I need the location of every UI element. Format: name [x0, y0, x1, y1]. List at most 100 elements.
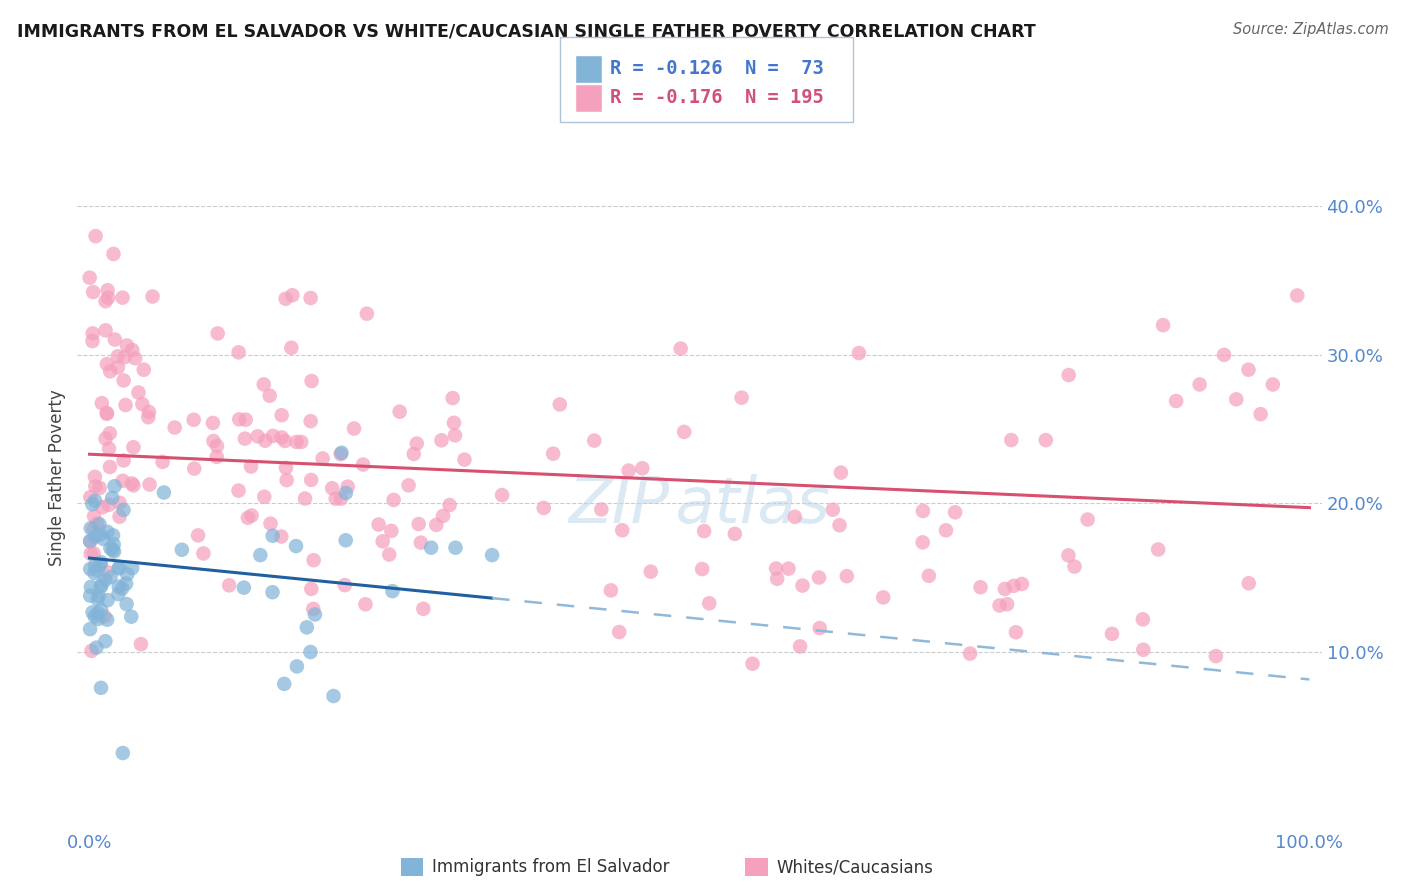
Point — [94, 294, 117, 309]
Y-axis label: Single Father Poverty: Single Father Poverty — [48, 389, 66, 566]
Point — [481, 548, 503, 562]
Point — [1000, 433, 1022, 447]
Point — [83, 546, 105, 560]
Point — [533, 500, 555, 515]
Point — [108, 509, 131, 524]
Point — [90, 681, 112, 695]
Point — [274, 460, 297, 475]
Point — [103, 247, 125, 261]
Point — [270, 529, 292, 543]
Point — [329, 447, 352, 461]
Point — [86, 516, 108, 531]
Point — [115, 338, 138, 352]
Text: ZIP atlas: ZIP atlas — [568, 475, 831, 536]
Point — [84, 530, 107, 544]
Point — [232, 581, 254, 595]
Point — [90, 578, 112, 592]
Point — [343, 421, 366, 435]
Point — [79, 534, 101, 549]
Point — [131, 397, 153, 411]
Point — [402, 447, 425, 461]
Point — [789, 640, 811, 654]
Point — [808, 621, 831, 635]
Point — [329, 491, 352, 506]
Point — [83, 522, 105, 536]
Point — [132, 362, 155, 376]
Point — [124, 351, 146, 366]
Point — [107, 580, 129, 594]
Point — [83, 470, 105, 484]
Point — [80, 521, 103, 535]
Point — [262, 585, 284, 599]
Point — [807, 570, 830, 584]
Point — [89, 517, 111, 532]
Point — [1225, 392, 1247, 407]
Point — [1035, 433, 1057, 447]
Point — [94, 432, 117, 446]
Point — [321, 481, 343, 495]
Point — [285, 434, 308, 449]
Point — [491, 488, 513, 502]
Point — [302, 553, 325, 567]
Point — [121, 476, 143, 491]
Point — [87, 589, 110, 603]
Point — [228, 345, 250, 359]
Point — [669, 342, 692, 356]
Point — [290, 434, 312, 449]
Point — [86, 640, 108, 655]
Point — [911, 535, 934, 549]
Point — [995, 597, 1018, 611]
Point — [828, 518, 851, 533]
Point — [443, 416, 465, 430]
Point — [285, 539, 308, 553]
Point — [87, 612, 110, 626]
Point — [115, 576, 138, 591]
Point — [988, 599, 1011, 613]
Text: Immigrants from El Salvador: Immigrants from El Salvador — [432, 858, 669, 876]
Point — [183, 413, 205, 427]
Point — [86, 592, 108, 607]
Point — [93, 609, 115, 624]
Point — [302, 602, 325, 616]
Point — [693, 524, 716, 538]
Point — [943, 505, 966, 519]
Point — [420, 541, 443, 555]
Text: R = -0.126  N =  73: R = -0.126 N = 73 — [610, 59, 824, 78]
Point — [270, 430, 292, 444]
Point — [1213, 348, 1236, 362]
Point — [299, 473, 322, 487]
Point — [120, 609, 142, 624]
Point — [1132, 642, 1154, 657]
Point — [367, 517, 389, 532]
Point — [218, 578, 240, 592]
Point — [697, 596, 720, 610]
Point — [97, 593, 120, 607]
Point — [94, 573, 117, 587]
Point — [441, 391, 464, 405]
Point — [127, 385, 149, 400]
Point — [1188, 377, 1211, 392]
Point — [262, 529, 284, 543]
Point — [121, 343, 143, 357]
Point — [97, 498, 120, 512]
Point — [273, 677, 295, 691]
Point — [90, 396, 112, 410]
Point — [439, 498, 461, 512]
Point — [453, 452, 475, 467]
Point — [412, 601, 434, 615]
Point — [766, 572, 789, 586]
Point — [163, 420, 186, 434]
Point — [335, 533, 357, 548]
Point — [246, 429, 269, 443]
Point — [249, 548, 271, 562]
Point — [83, 509, 105, 524]
Point — [80, 547, 103, 561]
Point — [1057, 368, 1080, 382]
Point — [136, 410, 159, 425]
Point — [872, 591, 894, 605]
Point — [138, 405, 160, 419]
Point — [107, 360, 129, 375]
Point — [541, 447, 564, 461]
Point — [111, 291, 134, 305]
Point — [1237, 362, 1260, 376]
